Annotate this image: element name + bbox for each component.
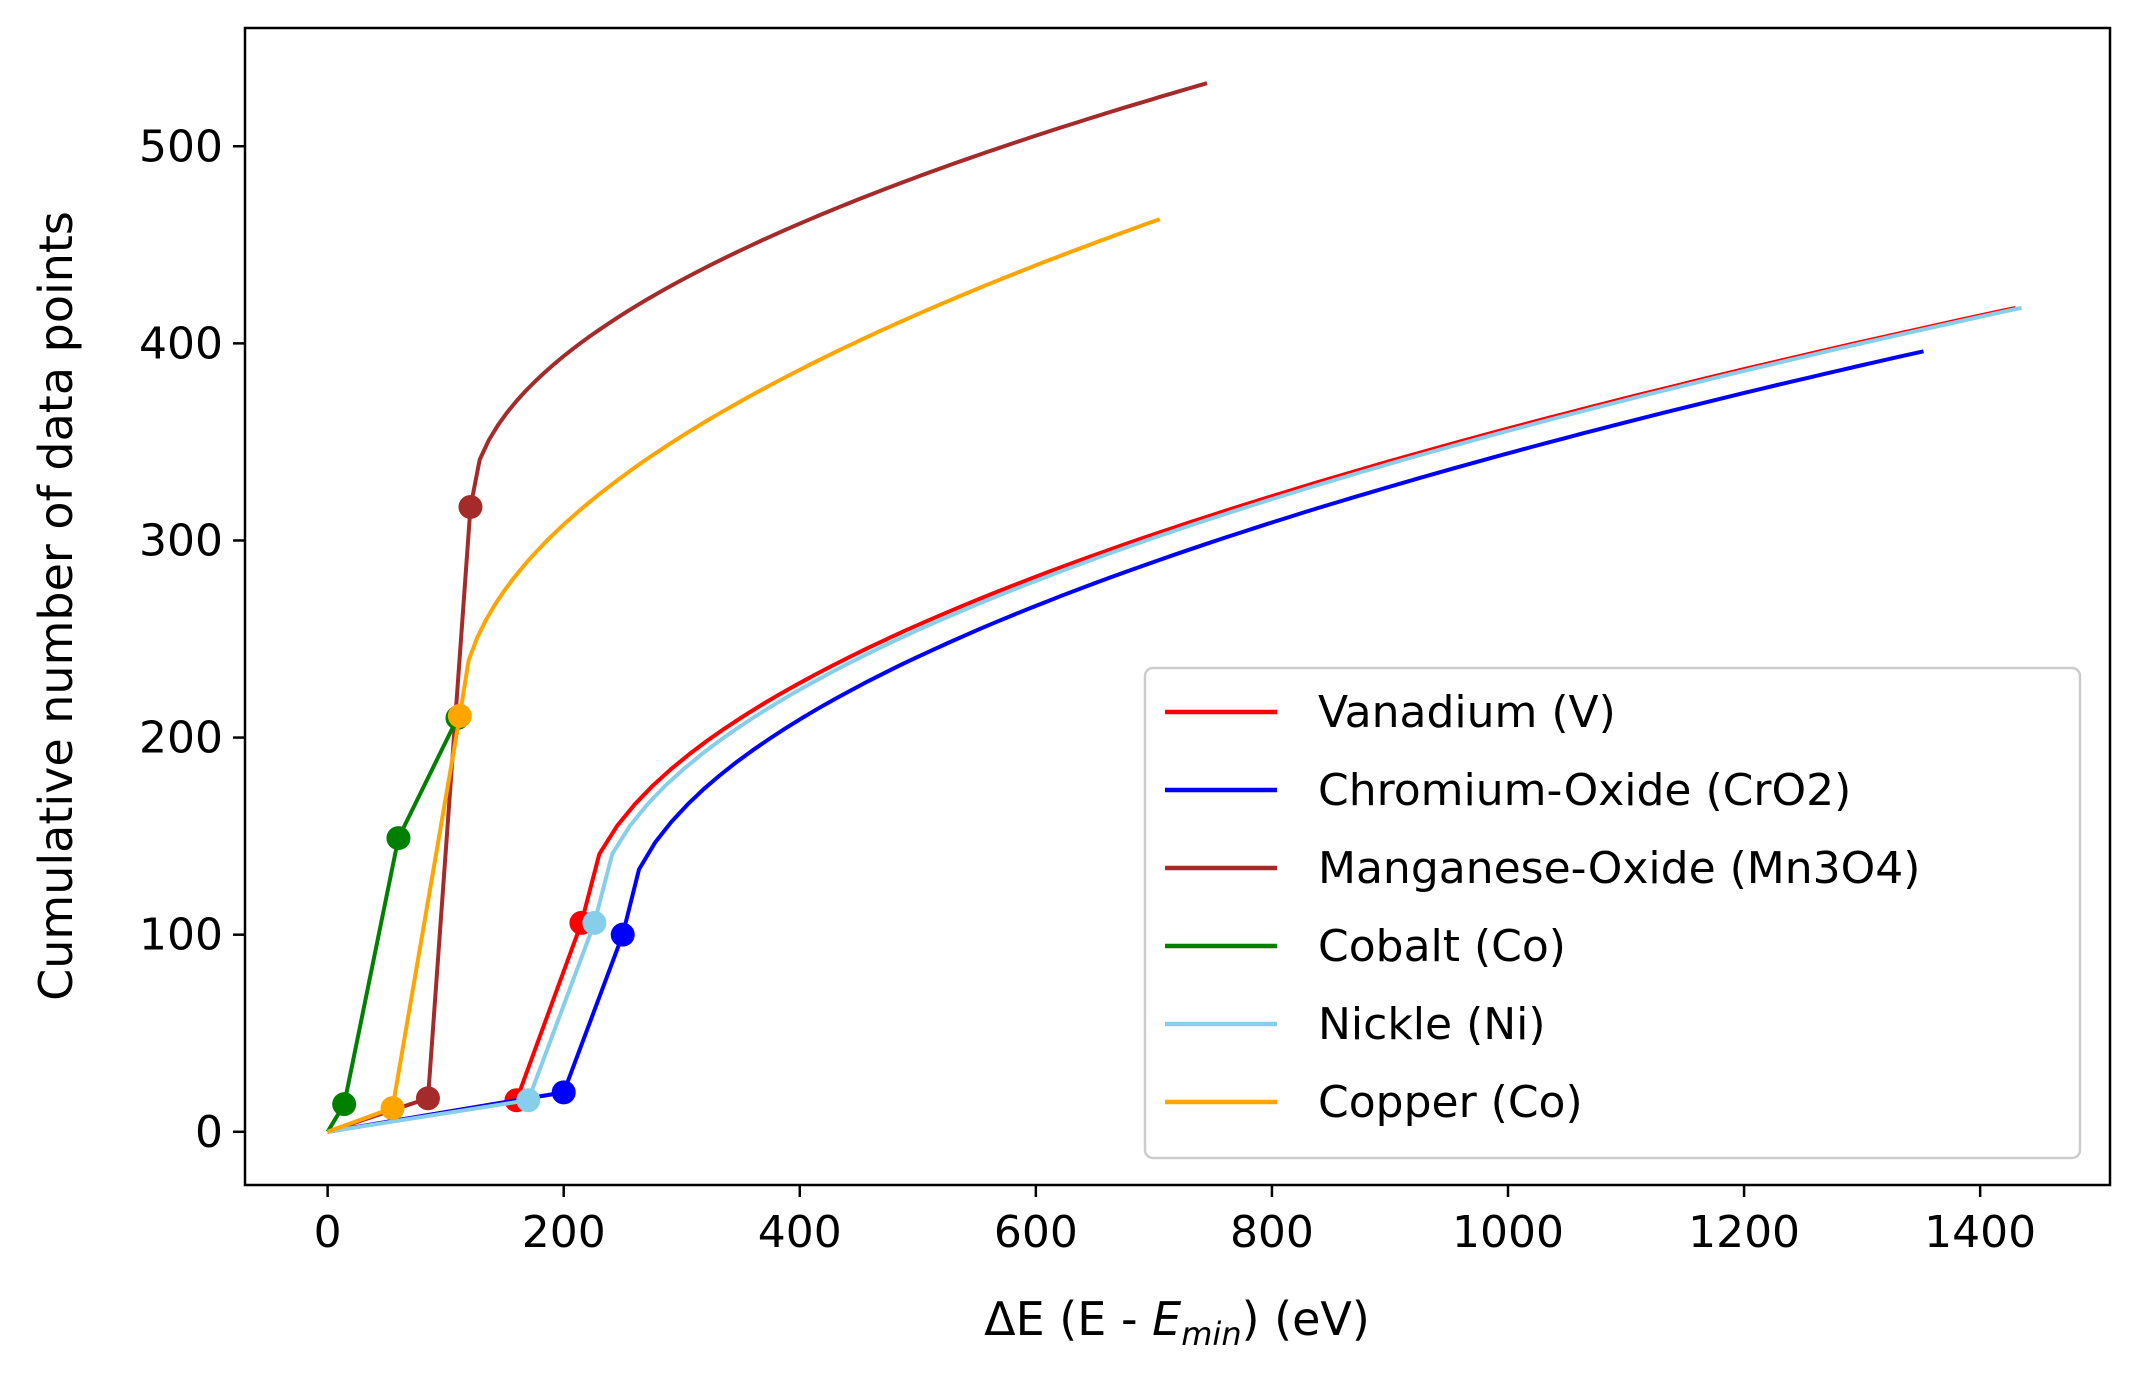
legend-item-vanadium-v: Vanadium (V) bbox=[1165, 687, 1616, 738]
data-point bbox=[386, 826, 411, 851]
y-tick-label: 0 bbox=[195, 1107, 223, 1158]
series-manganese-oxide-mn3o4 bbox=[326, 81, 1208, 1134]
series-chromium-oxide-cro2 bbox=[327, 349, 1924, 1134]
series-line bbox=[327, 305, 2022, 1134]
legend: Vanadium (V) Chromium-Oxide (CrO2) Mangane… bbox=[1143, 666, 2082, 1160]
y-axis: 0 100 200 300 400 500 bbox=[139, 121, 245, 1158]
legend-label: Cobalt (Co) bbox=[1318, 921, 1566, 972]
legend-item-nickle-ni: Nickle (Ni) bbox=[1165, 999, 1546, 1050]
data-point bbox=[415, 1086, 440, 1111]
x-tick-label: 600 bbox=[994, 1207, 1078, 1258]
x-axis: 0 200 400 600 800 1000 1200 1400 bbox=[314, 1185, 2036, 1258]
x-axis-label: ΔE (E - Emin) (eV) bbox=[984, 1292, 1370, 1353]
plot-frame bbox=[243, 26, 2112, 1187]
x-tick-label: 800 bbox=[1230, 1207, 1314, 1258]
x-tick-label: 200 bbox=[522, 1207, 606, 1258]
y-tick-label: 200 bbox=[139, 713, 223, 764]
data-point bbox=[516, 1088, 541, 1113]
data-point bbox=[610, 922, 635, 947]
legend-label: Chromium-Oxide (CrO2) bbox=[1318, 765, 1851, 816]
series-layer bbox=[325, 81, 2022, 1134]
x-tick-label: 1200 bbox=[1688, 1207, 1800, 1258]
legend-item-copper-co: Copper (Co) bbox=[1165, 1077, 1583, 1128]
legend-label: Manganese-Oxide (Mn3O4) bbox=[1318, 843, 1920, 894]
x-tick-label: 0 bbox=[314, 1207, 342, 1258]
data-point bbox=[332, 1092, 357, 1117]
series-line bbox=[327, 349, 1924, 1134]
data-point bbox=[582, 910, 607, 935]
data-point bbox=[447, 703, 472, 728]
series-nickle-ni bbox=[327, 305, 2022, 1134]
series-line bbox=[326, 217, 1161, 1134]
data-point bbox=[380, 1096, 405, 1121]
legend-box bbox=[1143, 666, 2082, 1160]
legend-item-cobalt-co: Cobalt (Co) bbox=[1165, 921, 1566, 972]
legend-item-manganese-oxide-mn3o4: Manganese-Oxide (Mn3O4) bbox=[1165, 843, 1920, 894]
y-tick-label: 500 bbox=[139, 121, 223, 172]
series-line bbox=[325, 717, 460, 1133]
data-point bbox=[551, 1080, 576, 1105]
y-tick-label: 300 bbox=[139, 515, 223, 566]
legend-label: Nickle (Ni) bbox=[1318, 999, 1546, 1050]
legend-label: Copper (Co) bbox=[1318, 1077, 1583, 1128]
y-tick-label: 400 bbox=[139, 318, 223, 369]
x-tick-label: 1400 bbox=[1924, 1207, 2036, 1258]
series-line bbox=[326, 81, 1208, 1134]
legend-item-chromium-oxide-cro2: Chromium-Oxide (CrO2) bbox=[1165, 765, 1851, 816]
series-copper-co bbox=[326, 217, 1161, 1134]
x-tick-label: 1000 bbox=[1452, 1207, 1564, 1258]
x-tick-label: 400 bbox=[758, 1207, 842, 1258]
y-tick-label: 100 bbox=[139, 910, 223, 961]
data-point bbox=[458, 494, 483, 519]
legend-label: Vanadium (V) bbox=[1318, 687, 1616, 738]
y-axis-label: Cumulative number of data points bbox=[29, 211, 83, 1001]
